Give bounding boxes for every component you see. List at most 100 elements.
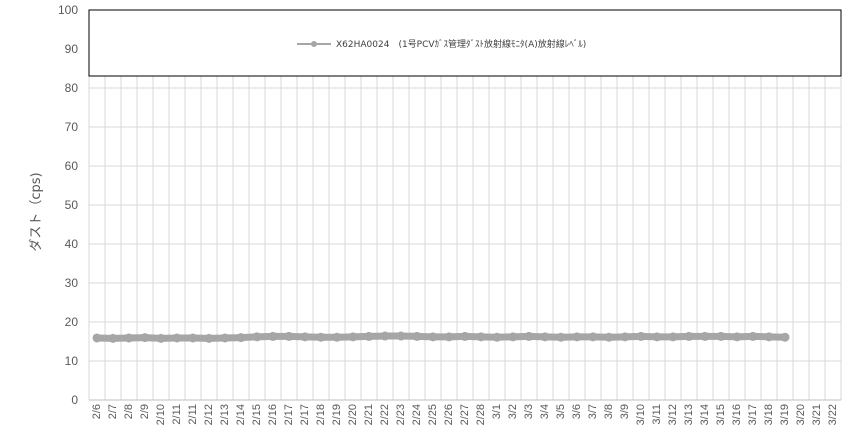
x-tick-label: 3/21: [811, 404, 823, 425]
y-tick-label: 60: [65, 159, 79, 173]
x-tick-label: 2/17: [283, 404, 295, 425]
x-tick-labels: 2/6 2/7 2/8 2/9 2/10 2/11 2/11 2/12 2/13 2/14 2/15…: [91, 404, 839, 425]
data-point: [764, 332, 774, 342]
x-tick-label: 2/22: [379, 404, 391, 425]
y-tick-label: 50: [65, 198, 79, 212]
data-point: [716, 331, 726, 341]
x-tick-label: 3/13: [683, 404, 695, 425]
x-tick-label: 3/11: [651, 404, 663, 425]
y-tick-label: 100: [58, 3, 78, 17]
x-tick-label: 3/19: [779, 404, 791, 425]
series-line: [93, 332, 789, 342]
y-tick-label: 30: [65, 276, 79, 290]
legend: X62HA0024 (1号PCVｶﾞｽ管理ﾀﾞｽﾄ放射線ﾓﾆﾀ(A)放射線ﾚﾍﾞ…: [88, 9, 842, 77]
x-tick-label: 3/4: [539, 404, 551, 419]
data-point: [588, 332, 598, 342]
y-tick-label: 20: [65, 315, 79, 329]
data-point: [460, 331, 470, 341]
x-tick-label: 3/14: [699, 404, 711, 425]
x-tick-label: 3/1: [491, 404, 503, 419]
x-tick-label: 2/20: [347, 404, 359, 425]
data-point: [236, 333, 246, 343]
x-tick-label: 3/7: [587, 404, 599, 419]
x-tick-label: 3/2: [507, 404, 519, 419]
data-point: [652, 332, 662, 342]
y-tick-label: 40: [65, 237, 79, 251]
data-point: [348, 332, 358, 342]
series-layer: [92, 331, 790, 343]
x-tick-label: 2/23: [395, 404, 407, 425]
x-tick-label: 2/11: [187, 404, 199, 425]
x-tick-label: 3/8: [603, 404, 615, 419]
data-point: [108, 333, 118, 343]
x-tick-label: 3/10: [635, 404, 647, 425]
data-point: [668, 332, 678, 342]
data-point: [364, 331, 374, 341]
data-point: [540, 332, 550, 342]
x-tick-label: 2/13: [219, 404, 231, 425]
x-tick-label: 2/9: [139, 404, 151, 419]
x-tick-label: 3/22: [827, 404, 839, 425]
data-point: [524, 331, 534, 341]
x-tick-label: 2/24: [411, 404, 423, 425]
data-point: [156, 333, 166, 343]
x-tick-label: 2/6: [91, 404, 103, 419]
y-tick-label: 70: [65, 120, 79, 134]
data-point: [556, 332, 566, 342]
x-tick-label: 2/17: [299, 404, 311, 425]
x-tick-label: 3/16: [731, 404, 743, 425]
data-point: [732, 332, 742, 342]
data-point: [140, 333, 150, 343]
data-point: [124, 333, 134, 343]
data-point: [188, 333, 198, 343]
x-tick-label: 2/27: [459, 404, 471, 425]
y-tick-label: 0: [71, 393, 78, 407]
x-tick-label: 2/26: [443, 404, 455, 425]
x-tick-label: 3/15: [715, 404, 727, 425]
x-tick-label: 2/10: [155, 404, 167, 425]
data-point: [316, 332, 326, 342]
x-tick-label: 2/28: [475, 404, 487, 425]
x-tick-label: 2/21: [363, 404, 375, 425]
data-point: [220, 333, 230, 343]
x-tick-label: 3/3: [523, 404, 535, 419]
data-point: [204, 333, 214, 343]
x-tick-label: 3/9: [619, 404, 631, 419]
x-tick-label: 2/11: [171, 404, 183, 425]
x-tick-label: 2/18: [315, 404, 327, 425]
data-point: [396, 331, 406, 341]
y-tick-label: 90: [65, 42, 79, 56]
x-tick-label: 2/16: [267, 404, 279, 425]
data-point: [300, 332, 310, 342]
data-point: [268, 331, 278, 341]
data-point: [780, 332, 790, 342]
data-point: [476, 332, 486, 342]
data-point: [380, 331, 390, 341]
x-tick-label: 2/12: [203, 404, 215, 425]
x-tick-label: 2/25: [427, 404, 439, 425]
x-tick-label: 3/5: [555, 404, 567, 419]
y-tick-label: 10: [65, 354, 79, 368]
data-point: [700, 331, 710, 341]
x-tick-label: 3/6: [571, 404, 583, 419]
x-tick-label: 3/18: [763, 404, 775, 425]
x-tick-label: 2/15: [251, 404, 263, 425]
legend-box: [88, 9, 842, 77]
legend-label: X62HA0024 (1号PCVｶﾞｽ管理ﾀﾞｽﾄ放射線ﾓﾆﾀ(A)放射線ﾚﾍﾞ…: [336, 38, 586, 50]
data-point: [748, 331, 758, 341]
data-point: [284, 331, 294, 341]
data-point: [92, 333, 102, 343]
data-point: [572, 332, 582, 342]
data-point: [412, 331, 422, 341]
data-point: [508, 332, 518, 342]
x-tick-label: 3/17: [747, 404, 759, 425]
data-point: [604, 332, 614, 342]
data-point: [492, 332, 502, 342]
legend-marker-icon: [311, 41, 317, 47]
data-point: [636, 331, 646, 341]
data-point: [252, 332, 262, 342]
y-tick-label: 80: [65, 81, 79, 95]
data-point: [332, 332, 342, 342]
data-point: [684, 331, 694, 341]
